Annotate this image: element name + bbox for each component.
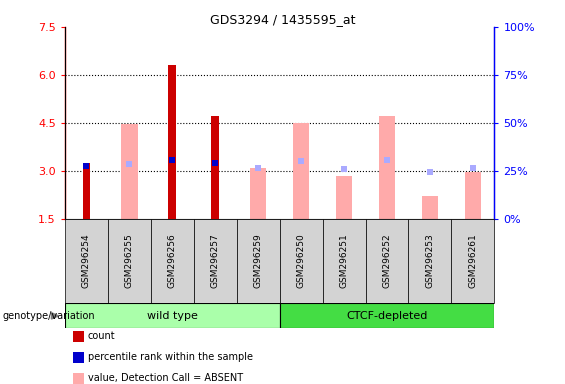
Bar [336,176,352,219]
Bar [237,219,280,303]
Text: GSM296257: GSM296257 [211,234,220,288]
Bar [121,124,137,219]
Text: GSM296259: GSM296259 [254,234,263,288]
Bar [323,219,366,303]
Text: wild type: wild type [147,311,198,321]
Bar [465,172,481,219]
Bar [168,65,176,219]
Bar [250,168,266,219]
Text: GSM296255: GSM296255 [125,234,134,288]
Text: count: count [88,331,115,341]
Bar [408,219,451,303]
Bar [151,219,194,303]
Text: value, Detection Call = ABSENT: value, Detection Call = ABSENT [88,373,243,383]
Bar [82,163,90,219]
Text: GSM296256: GSM296256 [168,234,177,288]
Text: GSM296261: GSM296261 [468,234,477,288]
Text: percentile rank within the sample: percentile rank within the sample [88,352,253,362]
Bar [379,116,395,219]
Bar [366,219,408,303]
Bar [194,219,237,303]
Bar [211,116,219,219]
Text: CTCF-depleted: CTCF-depleted [346,311,428,321]
Bar [280,303,494,328]
Text: GSM296252: GSM296252 [383,234,392,288]
Bar [422,197,438,219]
Bar [293,123,309,219]
Text: GDS3294 / 1435595_at: GDS3294 / 1435595_at [210,13,355,26]
Bar [65,219,108,303]
Bar [65,303,280,328]
Text: genotype/variation: genotype/variation [3,311,95,321]
Text: GSM296254: GSM296254 [82,234,91,288]
Text: GSM296250: GSM296250 [297,234,306,288]
Bar [451,219,494,303]
Text: GSM296253: GSM296253 [425,234,434,288]
Bar [108,219,151,303]
Text: GSM296251: GSM296251 [340,234,349,288]
Bar [280,219,323,303]
